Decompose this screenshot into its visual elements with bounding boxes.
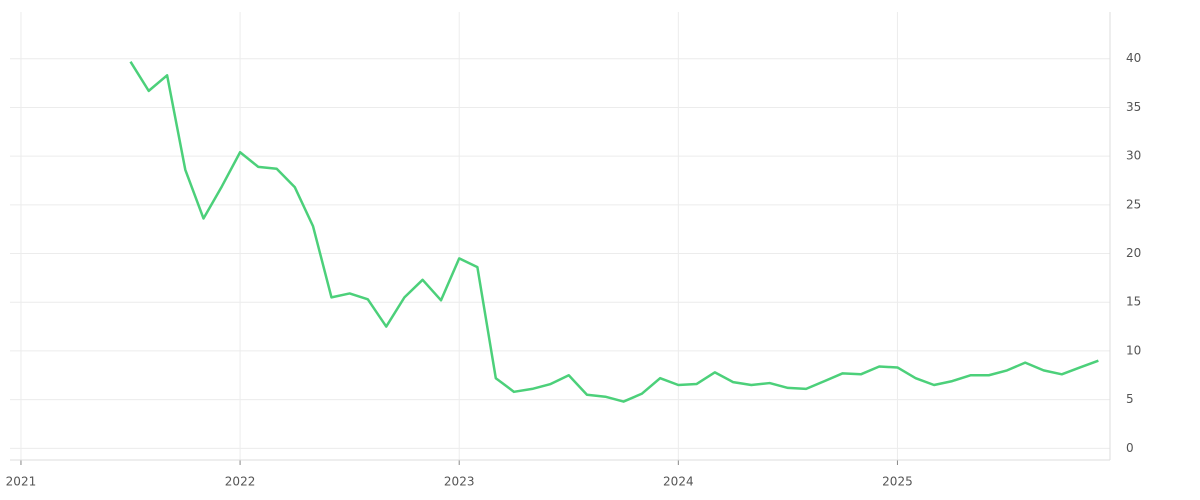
y-tick-label: 20 [1126,246,1141,260]
y-tick-label: 40 [1126,51,1141,65]
y-tick-label: 25 [1126,197,1141,211]
x-tick-label: 2024 [663,475,694,489]
line [129,61,1099,403]
x-tick-label: 2022 [225,475,256,489]
y-tick-label: 35 [1126,100,1141,114]
y-tick-label: 10 [1126,343,1141,357]
y-tick-label: 30 [1126,149,1141,163]
y-tick-label: 5 [1126,392,1134,406]
y-tick-label: 15 [1126,295,1141,309]
x-tick-label: 2021 [6,475,37,489]
x-tick-label: 2023 [444,475,475,489]
x-tick-label: 2025 [882,475,913,489]
y-tick-label: 0 [1126,441,1134,455]
